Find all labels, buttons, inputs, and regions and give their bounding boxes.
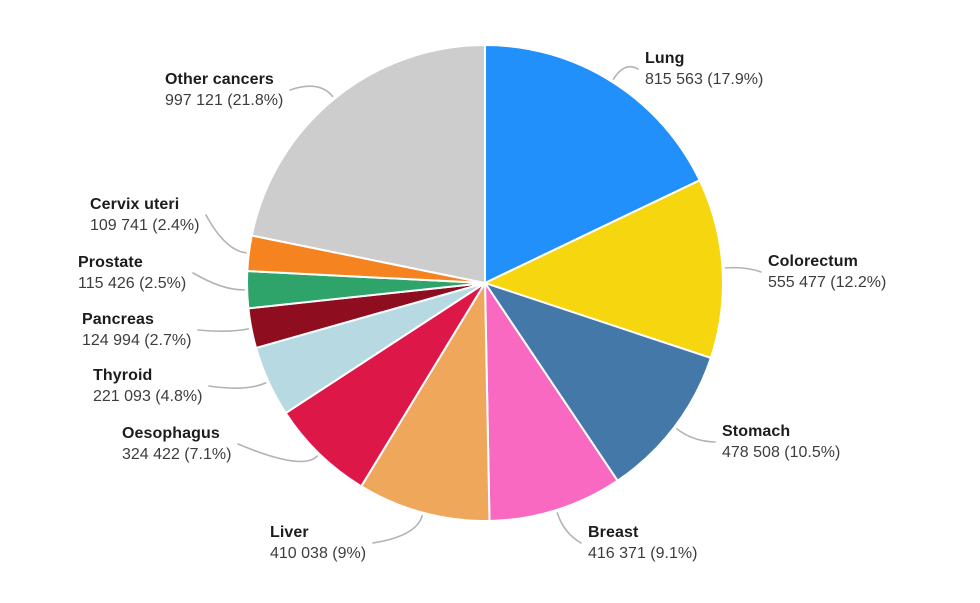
pie-slice-other-cancers	[250, 44, 486, 284]
pie-slice-lung	[484, 44, 701, 284]
leader-line-stomach	[676, 428, 716, 443]
leader-line-thyroid	[208, 382, 267, 389]
pie-slice-breast	[484, 282, 619, 522]
leader-line-liver	[372, 514, 423, 544]
leader-lines	[192, 65, 762, 544]
pie-slices	[246, 44, 724, 522]
pie-slice-liver	[360, 282, 491, 522]
leader-line-breast	[556, 512, 582, 544]
leader-line-lung	[612, 65, 639, 80]
leader-line-pancreas	[197, 328, 250, 333]
leader-line-cervix-uteri	[205, 214, 247, 254]
pie-slice-oesophagus	[284, 282, 486, 488]
leader-line-other-cancers	[289, 85, 334, 98]
leader-line-colorectum	[724, 266, 762, 273]
leader-line-prostate	[192, 272, 245, 291]
leader-line-oesophagus	[237, 443, 319, 463]
pie-slice-colorectum	[484, 179, 724, 359]
pie-slice-stomach	[484, 282, 712, 482]
